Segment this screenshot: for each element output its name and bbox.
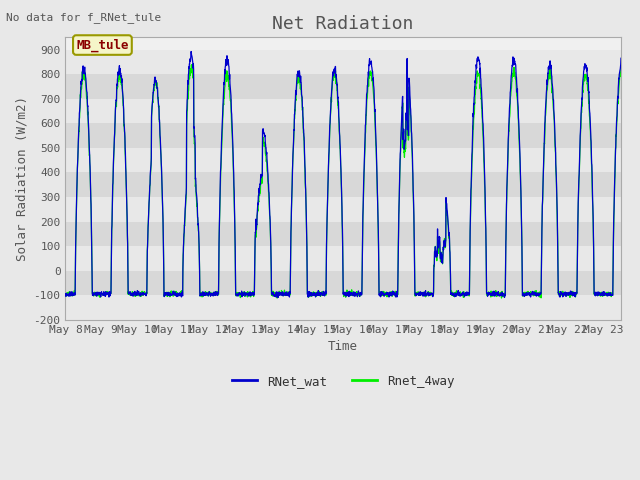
Y-axis label: Solar Radiation (W/m2): Solar Radiation (W/m2): [15, 96, 28, 261]
Text: MB_tule: MB_tule: [76, 38, 129, 52]
Bar: [65, 295, 621, 320]
Text: No data for f_RNet_tule: No data for f_RNet_tule: [6, 12, 162, 23]
Bar: [65, 74, 621, 99]
Bar: [65, 197, 621, 222]
X-axis label: Time: Time: [328, 340, 358, 353]
Bar: [65, 222, 621, 246]
Title: Net Radiation: Net Radiation: [273, 15, 414, 33]
Bar: [65, 148, 621, 172]
Bar: [65, 123, 621, 148]
Bar: [65, 49, 621, 74]
Bar: [65, 246, 621, 271]
Bar: [65, 172, 621, 197]
Legend: RNet_wat, Rnet_4way: RNet_wat, Rnet_4way: [227, 370, 460, 393]
Bar: [65, 271, 621, 295]
Bar: [65, 99, 621, 123]
